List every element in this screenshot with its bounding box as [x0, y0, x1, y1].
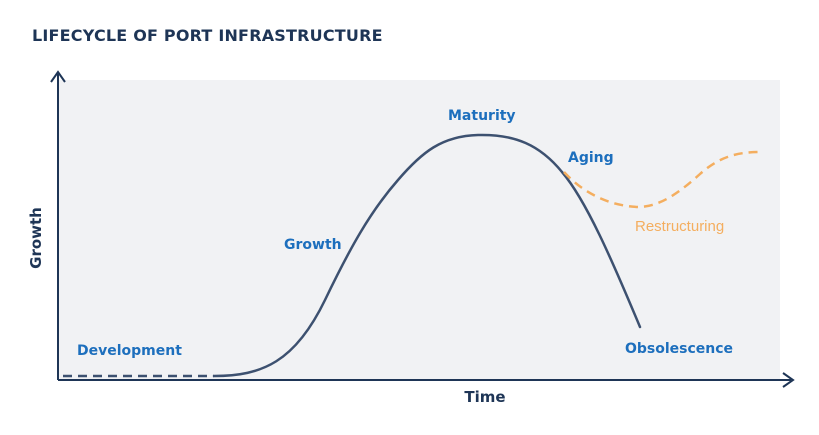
diagram-title: LIFECYCLE OF PORT INFRASTRUCTURE — [32, 26, 383, 45]
stage-label-growth: Growth — [284, 237, 342, 253]
x-axis-label: Time — [464, 388, 505, 406]
y-axis-arrowhead — [50, 70, 66, 83]
stage-label-development: Development — [77, 343, 182, 359]
x-axis-arrowhead — [782, 372, 795, 388]
plot-area-background — [58, 80, 780, 380]
stage-label-aging: Aging — [568, 150, 614, 166]
stage-label-obsolescence: Obsolescence — [625, 341, 733, 357]
stage-label-maturity: Maturity — [448, 108, 516, 124]
stage-label-restructuring: Restructuring — [635, 218, 724, 235]
lifecycle-curve — [212, 133, 642, 378]
y-axis-label: Growth — [27, 207, 45, 269]
restructuring-curve — [563, 150, 761, 209]
